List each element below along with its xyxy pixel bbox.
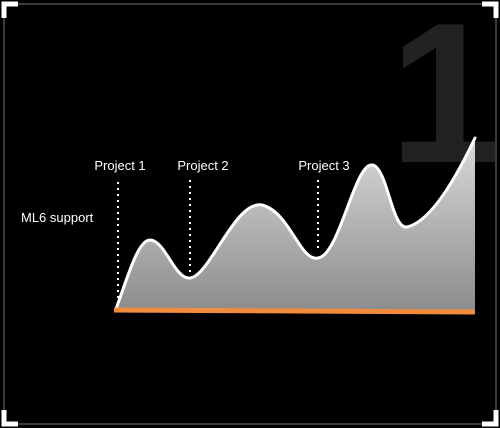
growth-area (116, 138, 475, 312)
corner-top-right (482, 1, 499, 18)
frame-border (3, 3, 497, 425)
marker-label-project-1: Project 1 (94, 158, 145, 173)
marker-label-project-2: Project 2 (177, 158, 228, 173)
corner-top-left (1, 1, 18, 18)
growth-curve (114, 136, 477, 311)
corner-bottom-left (1, 410, 18, 427)
marker-label-project-3: Project 3 (298, 158, 349, 173)
baseline (113, 307, 476, 315)
big-numeral: 1 (389, 0, 500, 205)
corner-bottom-right (482, 410, 499, 427)
axis-label: ML6 support (21, 210, 94, 225)
